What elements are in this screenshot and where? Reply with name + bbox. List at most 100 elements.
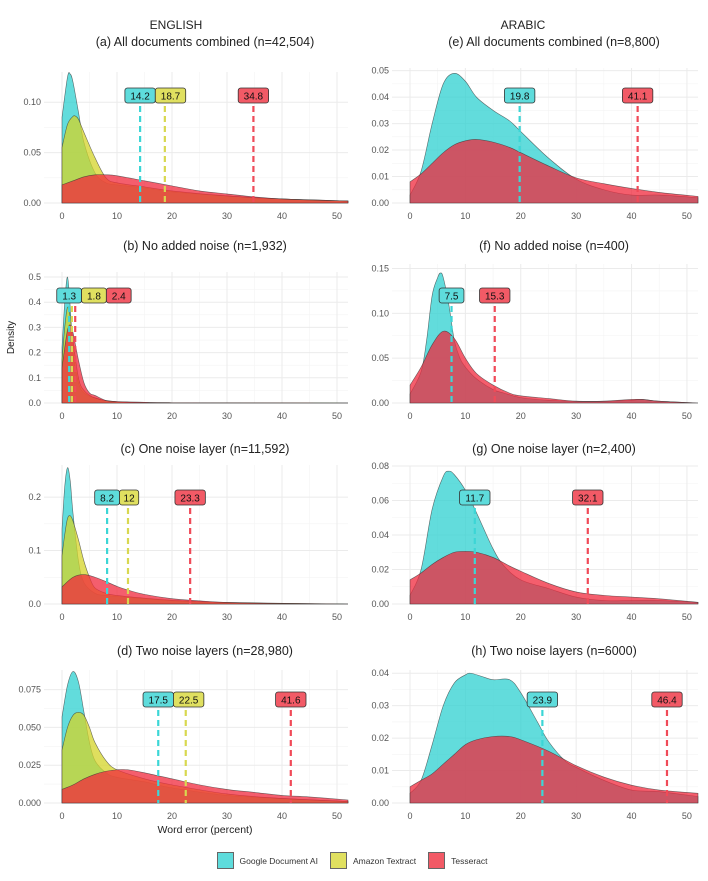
y-tick-label: 0.05 [371,353,389,363]
x-tick-label: 20 [516,811,526,821]
y-tick-label: 0.000 [18,798,41,808]
x-tick-label: 10 [112,612,122,622]
y-tick-label: 0.04 [371,668,389,678]
mean-label-google: 17.5 [149,696,169,707]
density-area-tesseract [409,551,699,605]
x-tick-label: 30 [571,811,581,821]
x-tick-label: 20 [516,211,526,221]
density-area-tesseract [409,735,699,804]
x-tick-label: 10 [112,411,122,421]
mean-label-tesseract: 41.6 [281,696,301,707]
mean-label-box-tesseract [622,87,654,104]
mean-label-amazon: 1.8 [87,292,101,303]
panel-title: (h) Two noise layers (n=6000) [471,644,636,658]
density-area-tesseract [409,330,699,404]
y-tick-label: 0.06 [371,496,389,506]
panel-d: (d) Two noise layers (n=28,980) 0 10 20 30 40… [18,644,349,836]
y-axis-label: Density [6,321,17,354]
mean-label-google: 23.9 [533,696,553,707]
mean-label-google: 1.3 [62,292,76,303]
x-tick-label: 40 [277,811,287,821]
density-area-tesseract [409,139,699,204]
mean-label-amazon: 12 [124,494,136,505]
x-tick-label: 10 [460,811,470,821]
mean-label-tesseract: 46.4 [657,696,677,707]
panel-title: (g) One noise layer (n=2,400) [472,442,636,456]
x-tick-label: 20 [167,411,177,421]
mean-label-box-google [526,691,558,708]
y-tick-label: 0.5 [28,272,41,282]
legend-swatch-google [216,852,234,869]
y-tick-label: 0.00 [371,599,389,609]
x-tick-label: 40 [627,612,637,622]
mean-label-tesseract: 2.4 [112,292,126,303]
legend-item-google: Google Document AI [216,852,318,869]
y-tick-label: 0.3 [28,322,41,332]
x-tick-label: 30 [571,411,581,421]
density-area-tesseract [61,324,349,404]
x-tick-label: 40 [277,612,287,622]
legend-item-tesseract: Tesseract [428,852,487,869]
x-tick-label: 20 [516,612,526,622]
y-tick-label: 0.2 [28,348,41,358]
x-tick-label: 0 [407,612,412,622]
x-tick-label: 40 [627,411,637,421]
panel-title: (a) All documents combined (n=42,504) [96,35,315,49]
panel-title: (c) One noise layer (n=11,592) [121,442,290,456]
y-tick-label: 0.02 [371,145,389,155]
x-axis-label: Word error (percent) [158,824,253,836]
legend-label-amazon: Amazon Textract [352,855,417,866]
legend: Google Document AI Amazon Textract Tesse… [0,852,708,869]
density-plots: (a) All documents combined (n=42,504) 0 10… [6,35,699,836]
x-tick-label: 30 [222,612,232,622]
y-tick-label: 0.1 [28,546,41,556]
mean-label-google: 11.7 [465,494,484,505]
legend-swatch-amazon [329,852,347,869]
mean-label-box-google [459,489,491,506]
panel-a: (a) All documents combined (n=42,504) 0 10… [23,35,349,221]
x-tick-label: 10 [112,211,122,221]
x-tick-label: 0 [407,811,412,821]
panel-title: (e) All documents combined (n=8,800) [448,35,660,49]
y-tick-label: 0.00 [23,198,41,208]
mean-label-tesseract: 23.3 [180,494,200,505]
x-tick-label: 10 [460,612,470,622]
panel-c: (c) One noise layer (n=11,592) 0 10 20 30 40 5… [28,442,349,622]
x-tick-label: 30 [222,811,232,821]
mean-label-amazon: 18.7 [161,92,181,103]
column-title-english: ENGLISH [149,18,203,32]
x-tick-label: 40 [277,411,287,421]
mean-label-tesseract: 15.3 [485,292,505,303]
x-tick-label: 50 [682,612,692,622]
y-tick-label: 0.05 [371,66,389,76]
y-tick-label: 0.02 [371,733,389,743]
y-tick-label: 0.01 [371,172,389,182]
density-area-tesseract [61,769,349,804]
density-area-tesseract [61,574,349,605]
y-tick-label: 0.04 [371,530,389,540]
x-tick-label: 30 [222,411,232,421]
mean-label-google: 14.2 [130,92,150,103]
mean-label-amazon: 22.5 [179,696,199,707]
x-tick-label: 10 [460,411,470,421]
x-tick-label: 0 [407,211,412,221]
panel-title: (b) No added noise (n=1,932) [123,239,287,253]
mean-label-tesseract: 32.1 [578,494,598,505]
y-tick-label: 0.03 [371,701,389,711]
x-tick-label: 20 [167,811,177,821]
y-tick-label: 0.4 [28,297,41,307]
y-tick-label: 0.05 [23,148,41,158]
panel-h: (h) Two noise layers (n=6000) 0 10 20 30 40 50… [371,644,699,821]
x-tick-label: 50 [682,411,692,421]
mean-label-tesseract: 41.1 [628,92,648,103]
legend-swatch-tesseract [428,852,446,869]
mean-label-google: 7.5 [445,292,459,303]
x-tick-label: 50 [332,811,342,821]
legend-item-amazon: Amazon Textract [329,852,417,869]
y-tick-label: 0.01 [371,766,389,776]
panel-title: (d) Two noise layers (n=28,980) [117,644,293,658]
y-tick-label: 0.00 [371,198,389,208]
x-tick-label: 50 [332,411,342,421]
x-tick-label: 0 [59,811,64,821]
mean-label-box-google [504,87,536,104]
